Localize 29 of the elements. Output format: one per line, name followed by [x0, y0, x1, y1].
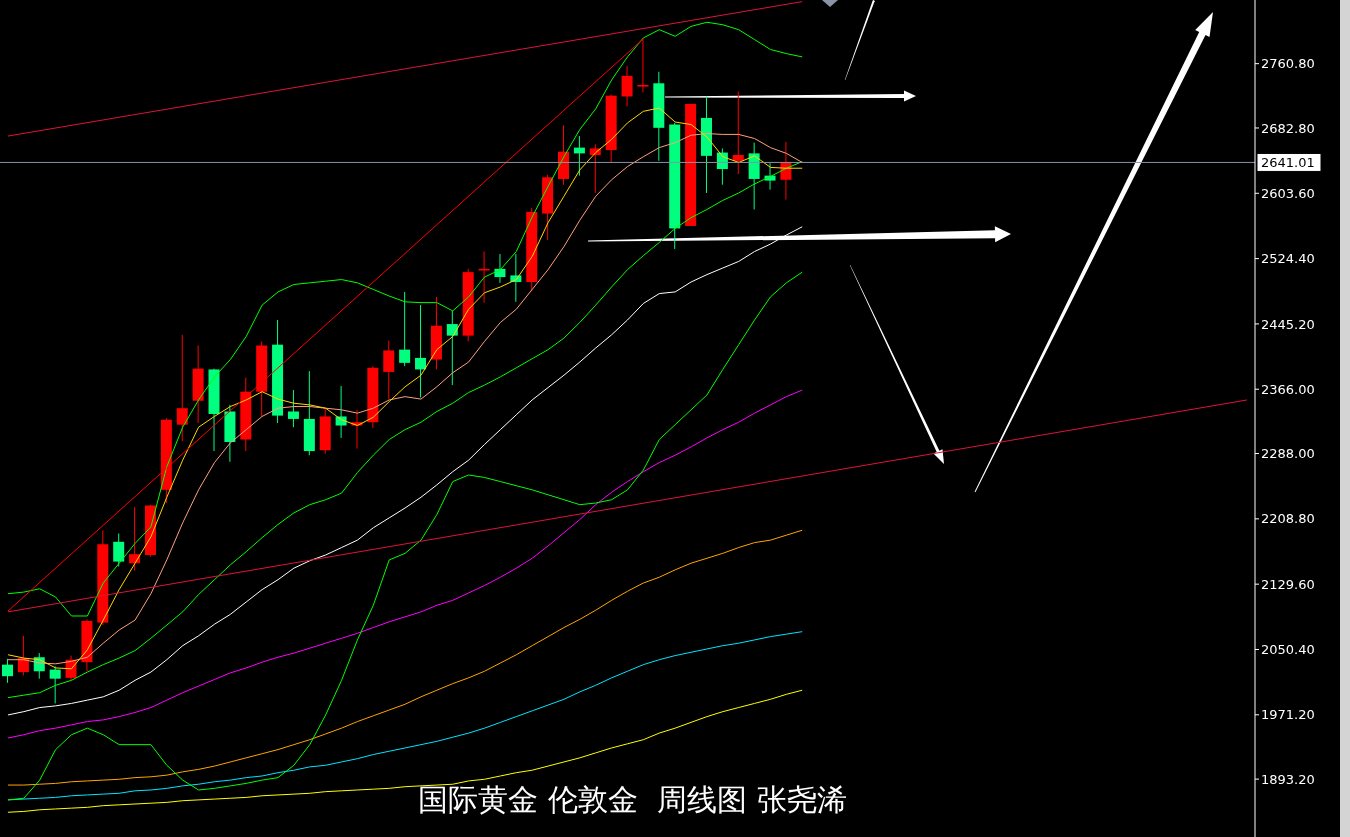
line-series: [7, 529, 803, 786]
y-tick-label: 1893.20: [1261, 771, 1315, 787]
candlestick: [287, 389, 299, 428]
line-series: [7, 389, 803, 739]
candlestick: [621, 65, 633, 107]
candlestick: [113, 533, 125, 568]
y-tick-label: 2129.60: [1261, 576, 1315, 592]
y-tick-label: 2524.40: [1261, 251, 1315, 267]
candlestick: [335, 385, 347, 439]
line-series: [7, 21, 803, 617]
y-tick-label: 2366.00: [1261, 381, 1315, 397]
ref-line-label: 2641.01: [1261, 155, 1315, 171]
candlestick: [176, 334, 188, 442]
y-tick-label: 2445.20: [1261, 316, 1315, 332]
y-tick-label: 2288.00: [1261, 446, 1315, 462]
y-tick-label: 2760.80: [1261, 56, 1315, 72]
candlestick: [383, 340, 395, 400]
text: 国际黄金 伦敦金 周线图 张尧浠: [418, 782, 847, 817]
y-tick-label: 2603.60: [1261, 185, 1315, 201]
candlestick: [446, 310, 458, 386]
candlestick: [732, 91, 744, 175]
y-tick-label: 2208.80: [1261, 511, 1315, 527]
y-tick-label: 2682.80: [1261, 120, 1315, 136]
candlestick: [415, 304, 427, 398]
y-tick-label: 1971.20: [1261, 707, 1315, 723]
candlestick: [399, 291, 411, 367]
y-tick-label: 2050.40: [1261, 642, 1315, 658]
candlestick: [49, 665, 61, 704]
candlestick: [2, 658, 13, 684]
